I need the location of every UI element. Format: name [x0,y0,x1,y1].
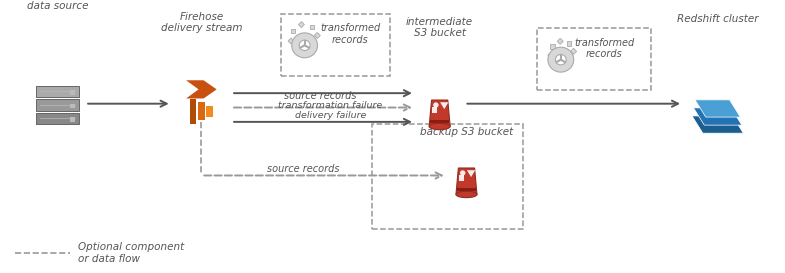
Bar [314,32,320,38]
Bar [372,124,523,229]
Circle shape [555,54,566,65]
Text: transformed
records: transformed records [320,23,381,45]
Polygon shape [429,100,450,126]
Bar [561,61,568,67]
FancyBboxPatch shape [36,113,78,124]
Circle shape [460,170,466,176]
Bar [571,48,577,54]
Polygon shape [694,108,742,125]
Ellipse shape [456,191,477,198]
Polygon shape [692,116,743,133]
Polygon shape [467,170,475,177]
Circle shape [433,102,439,108]
Bar [190,99,196,124]
Bar [432,108,437,113]
Bar [71,90,75,95]
Bar [298,22,305,28]
Polygon shape [440,102,448,109]
Bar [295,47,299,51]
Text: data source: data source [27,1,88,11]
Bar [71,103,75,108]
Bar [557,38,563,44]
Text: source records: source records [284,91,356,101]
Circle shape [292,33,318,58]
Polygon shape [430,120,449,123]
Text: transformed
records: transformed records [575,38,634,59]
Polygon shape [186,80,217,99]
Text: Optional component
or data flow: Optional component or data flow [78,242,184,264]
Bar [290,28,294,33]
Bar [548,52,553,58]
FancyBboxPatch shape [36,99,78,111]
Bar [569,58,574,62]
Circle shape [548,47,574,72]
Bar [313,43,317,48]
Text: Redshift cluster: Redshift cluster [677,14,758,24]
Polygon shape [457,188,476,191]
Polygon shape [695,100,740,117]
Polygon shape [456,168,477,194]
FancyBboxPatch shape [36,86,78,97]
Text: source records: source records [268,164,340,174]
Bar [553,60,558,64]
Bar [281,14,390,76]
Ellipse shape [429,123,450,130]
Text: Firehose
delivery stream: Firehose delivery stream [161,12,242,33]
Bar [304,48,310,54]
Bar [309,25,314,29]
Text: backup S3 bucket: backup S3 bucket [420,127,513,137]
Bar [567,41,571,46]
Text: transformation failure
delivery failure: transformation failure delivery failure [279,101,382,120]
Bar [198,102,205,120]
Text: intermediate
S3 bucket: intermediate S3 bucket [406,17,473,38]
Bar [71,117,75,122]
Bar [288,38,294,44]
Bar [537,28,651,90]
Bar [458,175,464,181]
Bar [206,106,213,117]
Circle shape [299,40,310,51]
Bar [550,44,554,49]
